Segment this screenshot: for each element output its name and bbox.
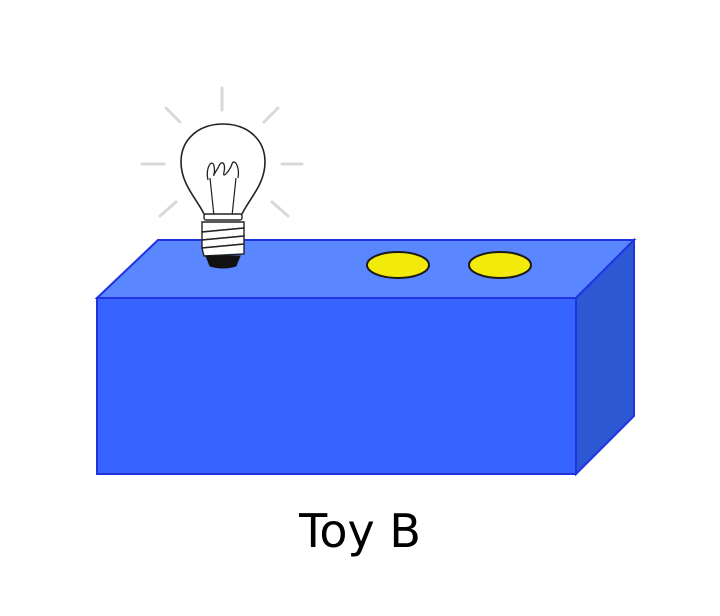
toy-box-top-face bbox=[94, 239, 637, 299]
toy-label: Toy B bbox=[299, 504, 421, 558]
toy-box-front-face bbox=[96, 297, 577, 475]
toy-button-2[interactable] bbox=[468, 251, 532, 279]
toy-button-1[interactable] bbox=[366, 251, 430, 279]
light-bulb-icon bbox=[140, 86, 304, 269]
light-rays bbox=[140, 86, 304, 218]
